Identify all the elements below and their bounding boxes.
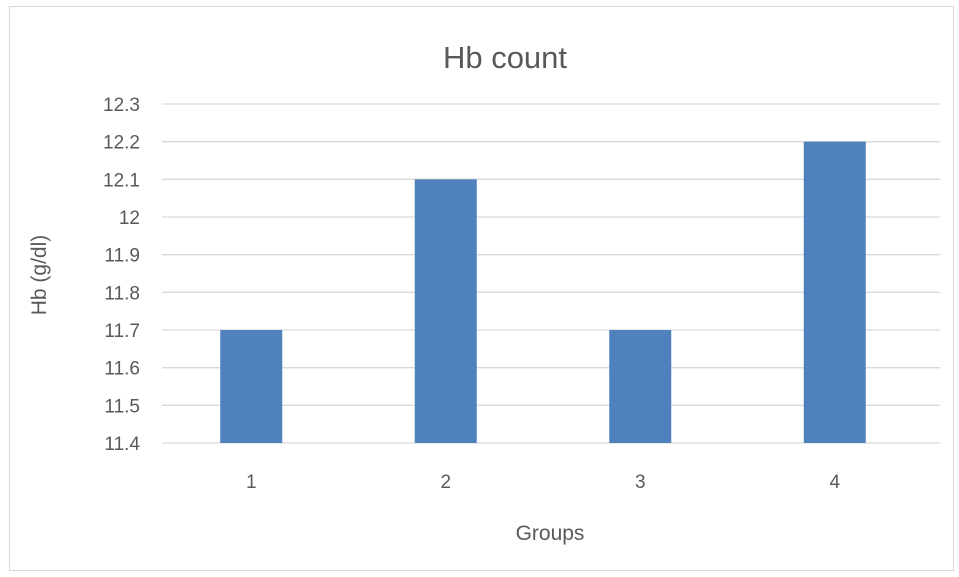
y-tick-label: 11.4 (104, 434, 140, 455)
y-tick-label: 12.3 (103, 95, 140, 116)
bar-group-2 (414, 179, 477, 444)
bar-group-1 (220, 330, 283, 443)
y-tick-label: 11.5 (104, 396, 140, 417)
y-tick-label: 12 (119, 208, 140, 229)
x-tick-label: 3 (635, 472, 646, 493)
y-axis-label: Hb (g/dl) (28, 235, 51, 316)
y-tick-label: 11.7 (104, 321, 140, 342)
bars (220, 141, 866, 444)
x-tick-label: 1 (246, 472, 257, 493)
y-tick-labels: 11.4 11.5 11.6 11.7 11.8 11.9 12 12.1 12.2 12.3 (103, 95, 140, 455)
y-tick-label: 11.9 (104, 246, 140, 267)
y-tick-label: 11.8 (104, 283, 140, 304)
x-axis-label: Groups (516, 522, 585, 545)
chart-title: Hb count (443, 40, 567, 75)
bar-group-3 (609, 330, 672, 443)
x-tick-label: 4 (829, 472, 840, 493)
x-tick-label: 2 (440, 472, 451, 493)
chart-frame (9, 6, 954, 571)
x-tick-labels: 1 2 3 4 (246, 472, 841, 493)
y-tick-label: 12.2 (103, 133, 140, 154)
y-tick-label: 12.1 (103, 170, 140, 191)
bar-group-4 (803, 141, 866, 443)
y-tick-label: 11.6 (104, 359, 140, 380)
